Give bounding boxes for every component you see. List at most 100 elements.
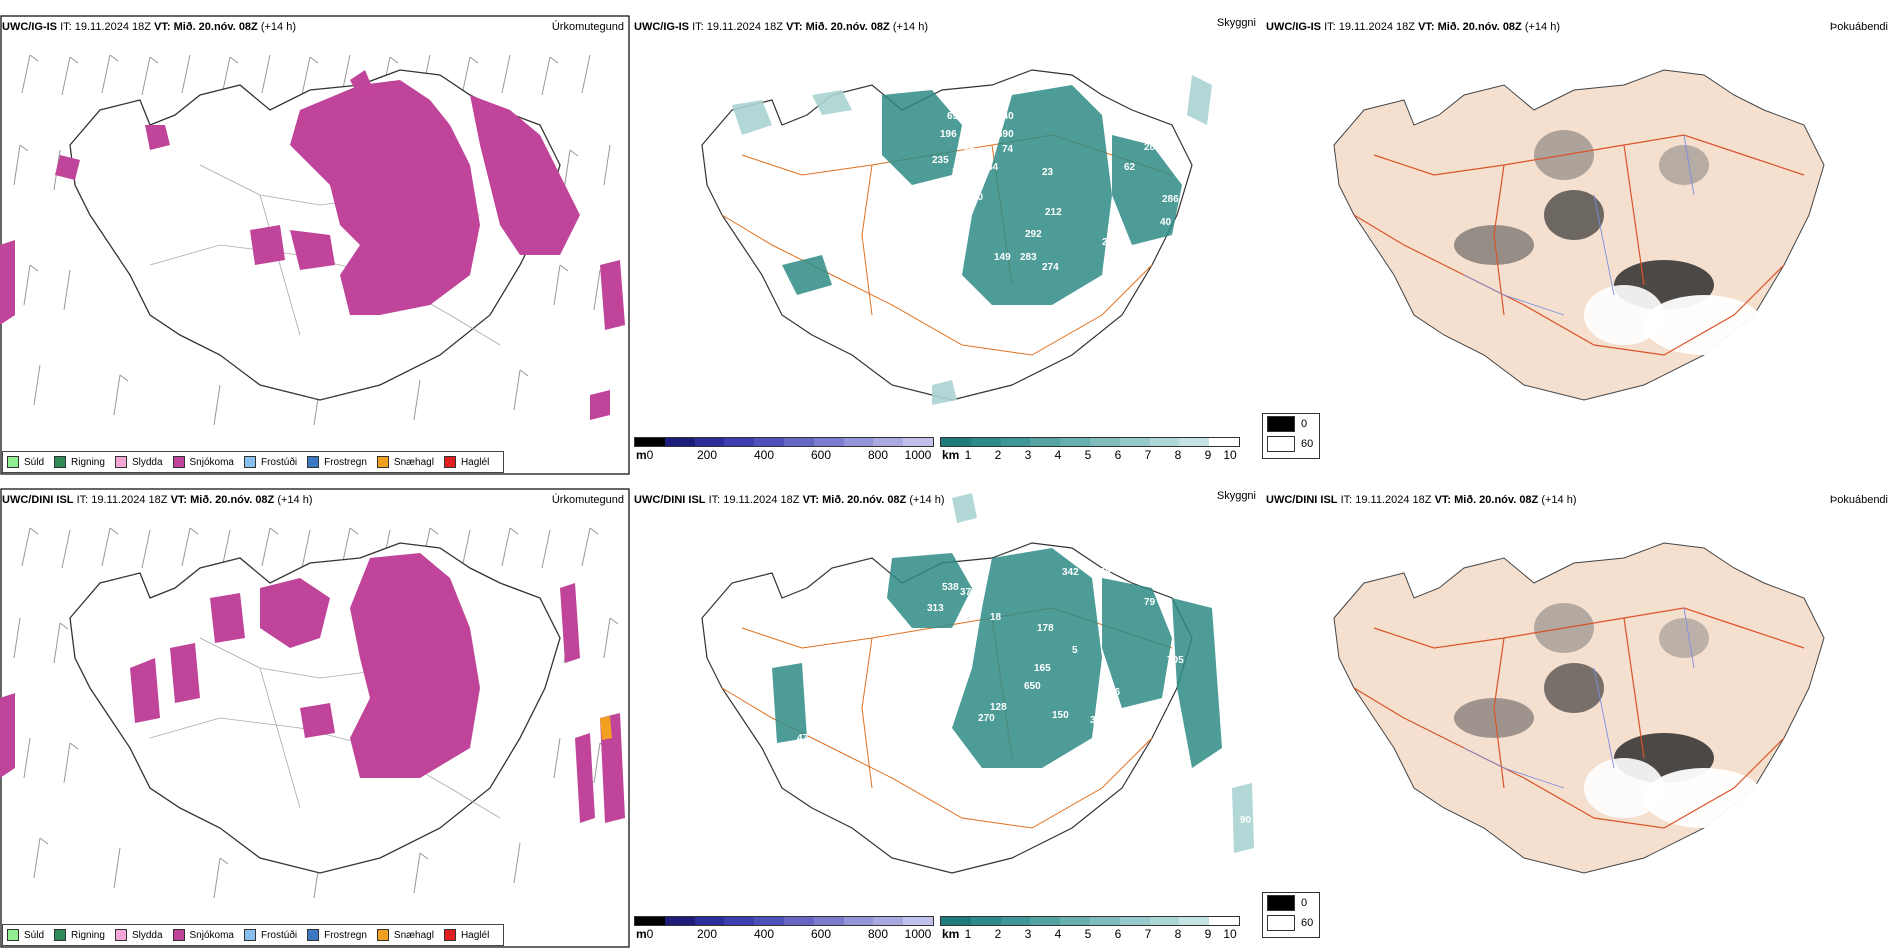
init-label: IT: <box>60 21 72 33</box>
legend-swatch <box>307 929 320 941</box>
visibility-colorbar: km 1 2 3 4 5 6 7 8 9 10 <box>940 437 1240 462</box>
lead-time: (+14 h) <box>260 21 297 33</box>
colorbar-tick: 2 <box>994 448 1002 462</box>
legend-item: Haglél <box>443 929 490 941</box>
legend-label: 0 <box>1301 897 1308 909</box>
fog-panel-row2: Þokuábendi <box>1264 488 1894 948</box>
colorbar-unit: m <box>636 448 647 462</box>
legend-item: Súld <box>7 456 44 468</box>
cloud-height-label: 270 <box>978 713 995 724</box>
rivers <box>1463 607 1695 789</box>
cloud-height-label: 705 <box>1167 655 1184 666</box>
cloud-height-label: 165 <box>1034 663 1051 674</box>
legend-item: Snjókoma <box>172 456 234 468</box>
legend-item: Frostregn <box>307 456 367 468</box>
fog-legend: 0 60 <box>1262 413 1320 459</box>
legend-swatch <box>114 456 127 468</box>
colorbar-unit: km <box>942 927 960 941</box>
model-name: UWC/IG-IS <box>1266 21 1321 33</box>
precip-type-legend: Súld Rigning Slydda Snjókoma Frostúði Fr… <box>2 924 505 946</box>
precip-type-panel-row1: UWC/IG-IS IT: 19.11.2024 18Z VT: Mið. 20… <box>0 15 630 475</box>
legend-swatch <box>7 456 19 468</box>
legend-label: Súld <box>24 456 45 468</box>
valid-label: VT: <box>154 21 171 33</box>
panel-header: UWC/DINI ISL IT: 19.11.2024 18Z VT: Mið.… <box>1266 494 1577 506</box>
colorbar-ticks: km 1 2 3 4 5 6 7 8 9 10 <box>940 926 1240 941</box>
precip-type-legend: Súld Rigning Slydda Snjókoma Frostúði Fr… <box>2 451 505 473</box>
cloud-height-label: 650 <box>1024 681 1041 692</box>
cloud-height-label: 178 <box>1037 623 1054 634</box>
cloud-height-label: 150 <box>1052 710 1069 721</box>
legend-item: Rigning <box>54 929 105 941</box>
valid-label: VT: <box>1418 21 1435 33</box>
legend-label: Rigning <box>71 456 105 468</box>
colorbar-tick: 600 <box>810 927 832 941</box>
cloud-height-label: 79 <box>1157 700 1169 711</box>
legend-item: Slydda <box>114 929 163 941</box>
colorbar-tick: 200 <box>696 927 718 941</box>
precip-type-panel-row2: UWC/DINI ISL IT: 19.11.2024 18Z VT: Mið.… <box>0 488 630 948</box>
init-label: IT: <box>708 494 721 506</box>
visibility-colorbar: km 1 2 3 4 5 6 7 8 9 10 <box>940 916 1240 941</box>
model-name: UWC/DINI ISL <box>1266 494 1338 506</box>
cloud-height-label: 292 <box>1025 229 1042 240</box>
cloud-height-label: 268 <box>1110 713 1127 724</box>
cloud-height-label: 23 <box>1042 167 1054 178</box>
lead-time: (+14 h) <box>909 494 945 506</box>
valid-time: Mið. 20.nóv. 08Z <box>190 494 275 506</box>
low-visibility-areas <box>782 85 1182 305</box>
cloud-height-label: 235 <box>932 155 949 166</box>
fog-map <box>1333 69 1825 401</box>
colorbar-tick: 0 <box>646 448 654 462</box>
cloud-height-label: 34 <box>987 162 999 173</box>
colorbar-tick: 4 <box>1054 448 1062 462</box>
valid-time: Mið. 20.nóv. 08Z <box>1437 21 1522 33</box>
legend-swatch <box>172 929 185 941</box>
legend-swatch <box>1267 915 1295 931</box>
legend-swatch <box>7 929 19 941</box>
lead-time: (+14 h) <box>892 21 929 33</box>
legend-label: Súld <box>24 929 45 941</box>
valid-label: VT: <box>786 21 803 33</box>
legend-swatch <box>1267 416 1295 432</box>
colorbar-tick: 7 <box>1144 927 1152 941</box>
precip-type-map <box>0 15 630 475</box>
legend-item: Rigning <box>54 456 105 468</box>
cloud-height-label: 47 <box>797 733 809 744</box>
legend-label: Haglél <box>460 929 490 941</box>
legend-label: Rigning <box>71 929 105 941</box>
cloud-height-label: 135 <box>880 687 897 698</box>
colorbar-tick: 8 <box>1174 927 1182 941</box>
valid-label: VT: <box>170 494 188 506</box>
legend-label: Slydda <box>131 456 163 468</box>
legend-label: Frostúði <box>260 929 298 941</box>
colorbar-gradient <box>634 437 934 447</box>
panel-header: UWC/DINI ISL IT: 19.11.2024 18Z VT: Mið.… <box>2 494 313 506</box>
legend-label: 60 <box>1301 438 1314 450</box>
colorbar-unit: km <box>942 448 960 462</box>
road-network <box>1353 607 1805 829</box>
colorbar-tick: 1 <box>964 927 972 941</box>
legend-item: Haglél <box>443 456 489 468</box>
cloud-base-panel-row1: 65 555 340 690 196 74 275 235 34 210 23 … <box>632 15 1320 475</box>
cloud-height-label: 286 <box>1162 194 1179 205</box>
model-name: UWC/IG-IS <box>634 21 689 33</box>
colorbar-ticks: km 1 2 3 4 5 6 7 8 9 10 <box>940 447 1240 462</box>
cloud-height-label: 313 <box>927 603 944 614</box>
legend-swatch <box>443 929 456 941</box>
legend-label: Slydda <box>131 929 163 941</box>
legend-item: Súld <box>7 929 44 941</box>
fog-legend-item: 0 <box>1263 414 1319 434</box>
colorbar-tick: 1 <box>964 448 972 462</box>
cloud-height-label: 690 <box>997 129 1014 140</box>
legend-item: Slydda <box>114 456 163 468</box>
cloud-height-label: 926 <box>1094 567 1111 578</box>
valid-time: Mið. 20.nóv. 08Z <box>805 21 890 33</box>
cloud-height-label: 323 <box>1090 715 1107 726</box>
colorbar-tick: 9 <box>1204 448 1212 462</box>
cloud-height-label: 376 <box>960 587 977 598</box>
valid-label: VT: <box>1434 494 1452 506</box>
cloud-height-label: 90 <box>1240 815 1252 826</box>
colorbar-gradient <box>940 916 1240 926</box>
legend-swatch <box>172 456 185 468</box>
